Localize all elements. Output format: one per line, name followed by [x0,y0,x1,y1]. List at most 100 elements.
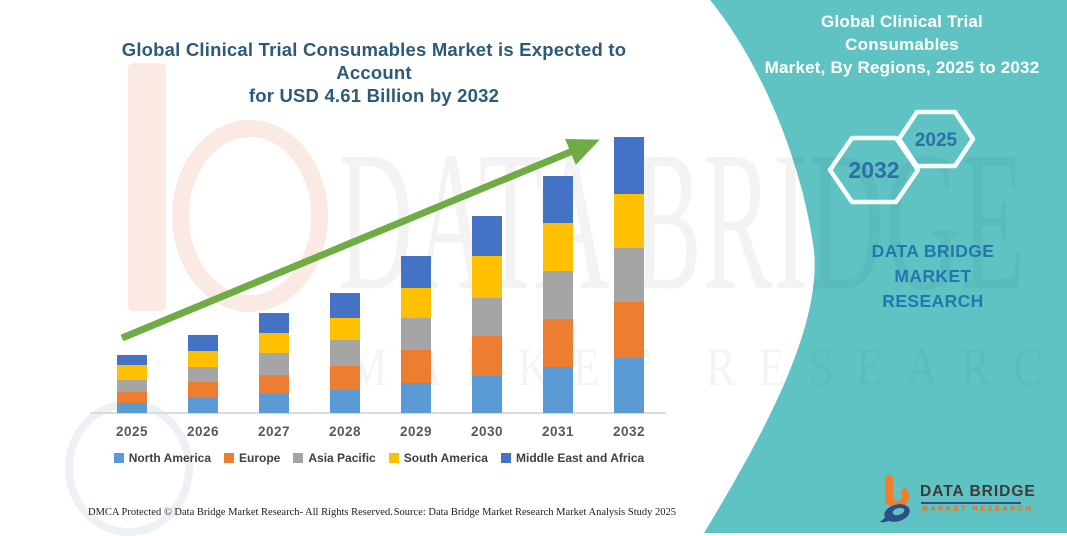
bar-segment-europe [472,336,502,376]
logo-name-text: DATA BRIDGE [920,483,1036,500]
bar-segment-asia-pacific [117,380,147,392]
bar-2027 [259,313,289,413]
hexagon-2025 [896,109,976,169]
x-axis-label-2030: 2030 [470,424,504,439]
bar-segment-middle-east-and-africa [543,176,573,223]
bar-segment-middle-east-and-africa [401,256,431,288]
chart-legend: North America Europe Asia Pacific South Ame… [85,451,673,465]
legend-swatch [293,453,304,463]
side-panel-title-line2: Market, By Regions, 2025 to 2032 [764,58,1040,77]
bar-segment-north-america [117,403,147,413]
legend-label: Middle East and Africa [515,451,645,465]
footer: DMCA Protected © Data Bridge Market Rese… [88,507,676,518]
x-axis-label-2025: 2025 [115,424,149,439]
legend-swatch [500,453,511,463]
bar-segment-north-america [614,358,644,413]
bar-segment-south-america [401,288,431,318]
hexagon-2032-label: 2032 [848,157,899,183]
logo-underline [921,502,1021,504]
hexagon-badges: 2032 2025 [827,109,976,205]
bar-segment-europe [401,350,431,383]
bar-segment-south-america [188,351,218,367]
logo-subtitle-text: MARKET RESEARCH [922,506,1034,513]
bar-segment-europe [330,366,360,390]
trend-line [120,138,600,342]
bar-segment-south-america [259,333,289,353]
bar-segment-asia-pacific [330,340,360,366]
page-title: Global Clinical Trial Consumables Market… [108,38,640,107]
legend-swatch [224,453,235,463]
bar-2026 [188,335,218,413]
side-panel-title: Global Clinical Trial Consumables Market… [763,10,1041,79]
legend-label: Asia Pacific [308,451,376,465]
x-axis-label-2027: 2027 [257,424,291,439]
bar-segment-europe [614,302,644,358]
x-axis-label-2029: 2029 [399,424,433,439]
bar-segment-asia-pacific [472,298,502,336]
bar-segment-north-america [543,367,573,413]
bar-segment-asia-pacific [259,353,289,375]
bar-segment-north-america [472,376,502,413]
growth-trend-arrow [120,138,600,342]
databridge-logo-icon [880,475,910,523]
logo-tail-swoosh [880,516,896,523]
teal-band-shape [704,0,1067,533]
bar-segment-south-america [543,223,573,271]
legend-item-europe: Europe [224,451,280,465]
x-axis-line [90,412,666,414]
bar-segment-asia-pacific [188,367,218,382]
hexagon-2025-label: 2025 [915,130,958,151]
bar-segment-south-america [330,318,360,340]
bar-segment-asia-pacific [614,248,644,302]
x-axis-label-2032: 2032 [612,424,646,439]
bar-segment-north-america [330,390,360,413]
page-title-line1: Global Clinical Trial Consumables Market… [121,39,627,83]
bar-2030 [472,216,502,413]
bar-segment-south-america [117,365,147,380]
bar-segment-south-america [614,194,644,248]
legend-swatch [388,453,399,463]
side-panel-title-line1: Global Clinical Trial Consumables [821,12,983,54]
bar-2032 [614,137,644,413]
hexagon-2032 [827,135,921,205]
x-axis-label-2026: 2026 [186,424,220,439]
brand-wordmark: DATA BRIDGE MARKET RESEARCH [833,239,1033,314]
legend-item-north-america: North America [113,451,212,465]
brand-wordmark-line2: RESEARCH [882,291,984,311]
page-title-line2: for USD 4.61 Billion by 2032 [248,85,500,106]
legend-swatch [113,453,124,463]
bar-segment-middle-east-and-africa [472,216,502,256]
bar-segment-south-america [472,256,502,298]
legend-label: South America [403,451,488,465]
bar-segment-middle-east-and-africa [117,355,147,365]
bar-segment-middle-east-and-africa [330,293,360,318]
legend-item-middle-east-and-africa: Middle East and Africa [500,451,645,465]
bar-segment-europe [188,382,218,397]
legend-label: North America [128,451,212,465]
databridge-logo: DATA BRIDGE MARKET RESEARCH [879,473,1039,525]
bar-segment-middle-east-and-africa [188,335,218,351]
logo-d-hole [892,507,905,516]
bar-2028 [330,293,360,413]
footer-source-text: Source: Data Bridge Market Research Mark… [393,507,676,518]
x-axis-label-2031: 2031 [541,424,575,439]
brand-wordmark-line1: DATA BRIDGE MARKET [871,241,995,286]
bar-segment-europe [117,392,147,403]
bar-segment-north-america [259,394,289,413]
bar-segment-middle-east-and-africa [259,313,289,333]
bar-2025 [117,355,147,413]
bar-segment-middle-east-and-africa [614,137,644,194]
bar-segment-europe [543,319,573,367]
bar-segment-europe [259,375,289,394]
bar-2029 [401,256,431,413]
legend-item-south-america: South America [388,451,488,465]
bar-segment-asia-pacific [543,271,573,319]
bar-2031 [543,176,573,413]
footer-dmca-text: DMCA Protected © Data Bridge Market Rese… [88,507,393,518]
bar-segment-north-america [188,397,218,413]
x-axis-label-2028: 2028 [328,424,362,439]
legend-label: Europe [239,451,281,465]
bar-segment-north-america [401,383,431,413]
